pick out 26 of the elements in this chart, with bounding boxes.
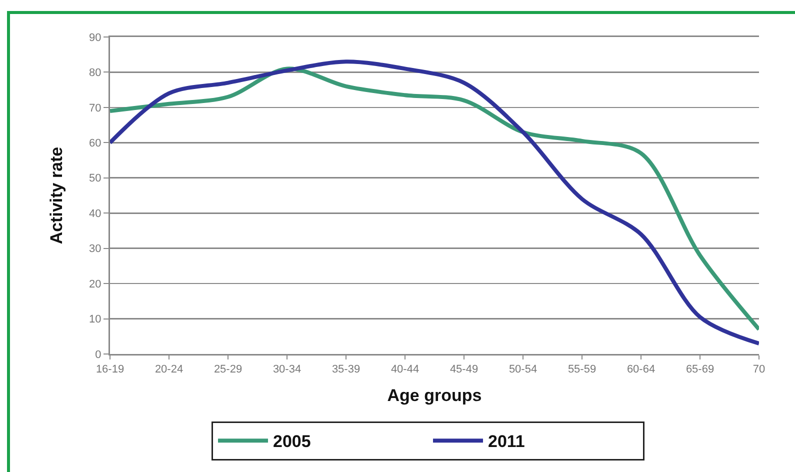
- x-tick-label: 65-69: [686, 364, 714, 376]
- y-tick-label: 70: [89, 102, 102, 114]
- y-tick-label: 30: [89, 243, 102, 256]
- y-tick-label: 60: [89, 138, 102, 150]
- legend-label: 2005: [273, 432, 311, 452]
- x-tick-label: 25-29: [214, 364, 242, 376]
- legend-label: 2011: [488, 432, 525, 452]
- x-tick-label: 45-49: [450, 364, 478, 376]
- y-tick-label: 20: [89, 278, 102, 290]
- x-axis-title: Age groups: [387, 386, 482, 405]
- x-tick-label: 40-44: [390, 364, 420, 376]
- x-tick-label: 20-24: [154, 364, 184, 376]
- x-tick-label: 30-34: [272, 364, 302, 376]
- x-tick-label: 35-39: [332, 364, 360, 376]
- x-tick-label: 55-59: [568, 364, 596, 376]
- x-tick-label: 16-19: [96, 364, 124, 376]
- x-tick-label: 50-54: [508, 364, 538, 376]
- y-tick-label: 10: [89, 314, 102, 326]
- y-tick-label: 90: [89, 32, 102, 44]
- y-axis-title: Activity rate: [46, 146, 66, 244]
- y-tick-label: 0: [95, 348, 102, 361]
- y-tick-label: 40: [89, 208, 102, 220]
- x-tick-label: 70: [752, 364, 766, 376]
- y-tick-label: 50: [89, 172, 102, 185]
- x-tick-label: 60-64: [626, 364, 656, 376]
- y-tick-label: 80: [89, 67, 102, 80]
